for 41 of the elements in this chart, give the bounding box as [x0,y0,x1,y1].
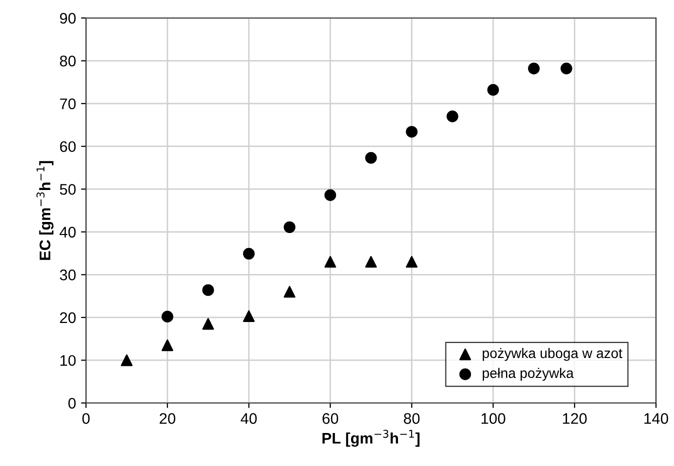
y-tick-label: 0 [68,398,76,409]
point [202,318,214,330]
point [162,310,174,322]
point [162,339,174,352]
y-tick-label: 50 [60,184,76,195]
y-tick-label: 30 [60,270,76,280]
point [120,354,133,366]
point [243,248,255,260]
legend-label: pełna pożywka [482,368,574,381]
y-tick-label: 20 [60,312,76,324]
point [406,126,418,138]
x-tick-label: 60 [322,413,338,424]
y-tick-label: 80 [60,56,76,66]
y-tick-label: 70 [60,98,76,110]
point [446,110,458,122]
point [284,221,296,234]
point [243,310,255,322]
point [365,256,377,268]
point [284,286,296,298]
x-axis-title: PL [gm$^{−3}$h$^{−1}$] [322,430,420,447]
y-tick-label: 10 [60,355,76,366]
x-tick-label: 120 [562,413,587,424]
point [324,256,336,268]
legend-label: pożywka uboga w azot [482,348,622,361]
point [365,152,377,164]
y-tick-label: 90 [60,12,76,24]
y-tick-label: 40 [60,226,76,238]
x-tick-label: 0 [82,413,90,424]
point [560,62,572,74]
x-tick-label: 40 [240,413,257,424]
y-tick-label: 60 [60,141,76,152]
point [487,84,499,96]
point [528,62,540,74]
x-tick-label: 100 [482,413,506,424]
point [202,284,214,296]
y-axis-title: EC [gm$^{−3}$h$^{−1}$] [36,161,54,260]
point [324,189,336,201]
x-tick-label: 140 [644,413,668,424]
x-tick-label: 80 [404,413,420,424]
x-tick-label: 20 [160,413,176,424]
point [406,256,418,268]
